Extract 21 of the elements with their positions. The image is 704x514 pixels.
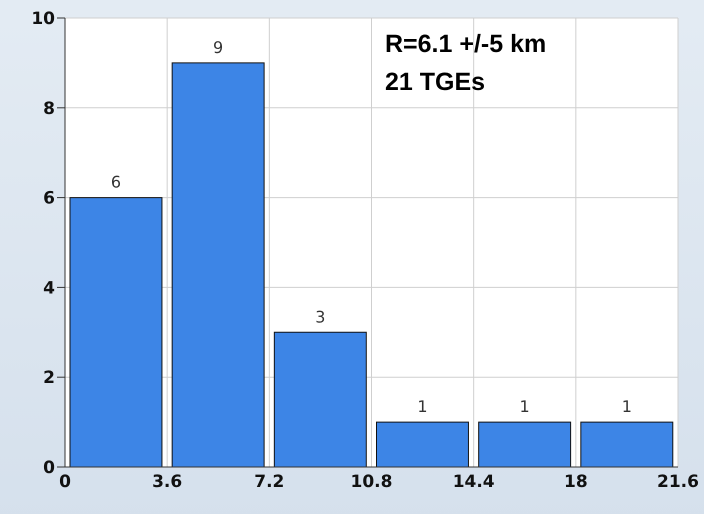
x-tick-label: 10.8: [350, 472, 392, 492]
data-label: 3: [315, 307, 326, 326]
x-tick-label: 7.2: [254, 472, 284, 492]
data-label: 1: [520, 397, 530, 416]
x-tick-label: 18: [564, 472, 588, 492]
x-tick-label: 0: [59, 472, 72, 492]
data-label: 1: [622, 397, 632, 416]
y-tick-label: 8: [43, 98, 55, 119]
data-label: 1: [417, 397, 428, 416]
annotation: 21 TGEs: [385, 68, 486, 97]
y-tick-label: 0: [43, 458, 56, 478]
x-tick-label: 21.6: [657, 472, 699, 492]
x-tick-label: 3.6: [152, 472, 182, 492]
y-tick-label: 6: [43, 188, 55, 209]
data-label: 9: [213, 38, 224, 57]
x-tick-label: 14.4: [452, 472, 495, 492]
annotation: R=6.1 +/-5 km: [385, 30, 546, 59]
data-label: 6: [110, 172, 122, 192]
y-tick-label: 4: [43, 278, 56, 298]
y-tick-label: 10: [31, 9, 56, 30]
y-tick-label: 2: [43, 368, 55, 388]
